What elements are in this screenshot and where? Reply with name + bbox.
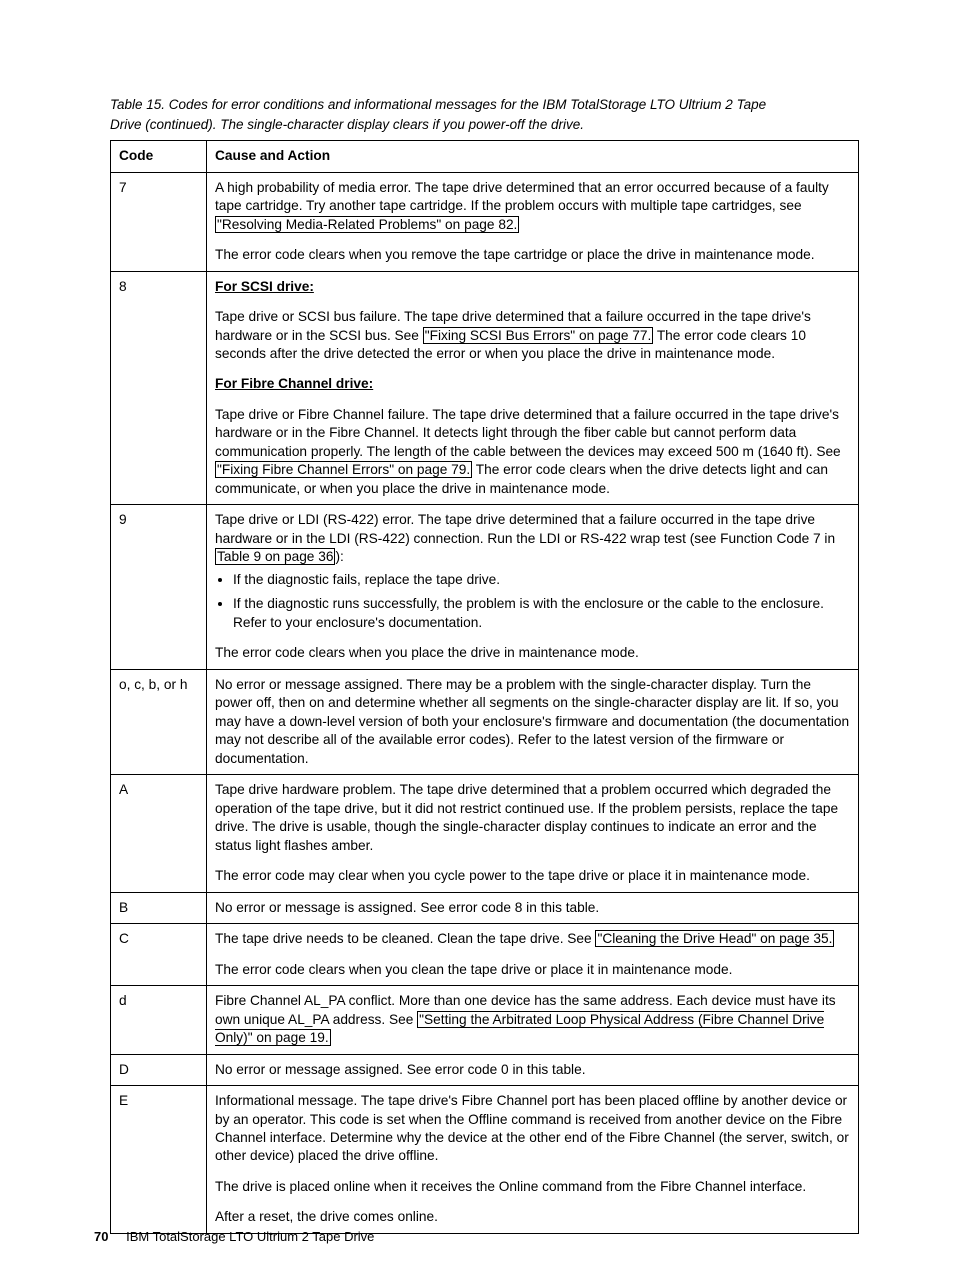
- code-cell: C: [111, 924, 207, 986]
- action-cell: For SCSI drive: Tape drive or SCSI bus f…: [207, 271, 859, 505]
- code-cell: d: [111, 986, 207, 1054]
- code-cell: 8: [111, 271, 207, 505]
- body-text: The error code clears when you place the…: [215, 644, 850, 662]
- code-cell: 7: [111, 172, 207, 271]
- body-text: ):: [335, 549, 343, 564]
- body-text: The error code clears when you clean the…: [215, 961, 850, 979]
- action-cell: Tape drive or LDI (RS-422) error. The ta…: [207, 505, 859, 669]
- table-row: D No error or message assigned. See erro…: [111, 1054, 859, 1085]
- error-codes-table: Code Cause and Action 7 A high probabili…: [110, 140, 859, 1234]
- caption-line-1: Table 15. Codes for error conditions and…: [110, 97, 766, 112]
- document-page: Table 15. Codes for error conditions and…: [0, 0, 954, 1274]
- action-cell: Tape drive hardware problem. The tape dr…: [207, 775, 859, 892]
- body-text: The tape drive needs to be cleaned. Clea…: [215, 931, 595, 946]
- table-row: 9 Tape drive or LDI (RS-422) error. The …: [111, 505, 859, 669]
- list-item: If the diagnostic runs successfully, the…: [233, 595, 850, 632]
- body-text: No error or message assigned. See error …: [215, 1061, 850, 1079]
- body-text: Tape drive hardware problem. The tape dr…: [215, 781, 850, 855]
- table-row: 8 For SCSI drive: Tape drive or SCSI bus…: [111, 271, 859, 505]
- page-number: 70: [94, 1229, 108, 1244]
- xref-link[interactable]: "Fixing SCSI Bus Errors" on page 77.: [423, 327, 654, 344]
- table-row: C The tape drive needs to be cleaned. Cl…: [111, 924, 859, 986]
- table-row: d Fibre Channel AL_PA conflict. More tha…: [111, 986, 859, 1054]
- action-cell: No error or message is assigned. See err…: [207, 892, 859, 923]
- caption-line-2: Drive (continued). The single-character …: [110, 117, 584, 132]
- action-cell: A high probability of media error. The t…: [207, 172, 859, 271]
- body-text: After a reset, the drive comes online.: [215, 1208, 850, 1226]
- body-text: The drive is placed online when it recei…: [215, 1178, 850, 1196]
- code-cell: B: [111, 892, 207, 923]
- body-text: The error code clears when you remove th…: [215, 246, 850, 264]
- footer-text: IBM TotalStorage LTO Ultrium 2 Tape Driv…: [126, 1229, 374, 1244]
- action-cell: Informational message. The tape drive's …: [207, 1086, 859, 1234]
- table-row: o, c, b, or h No error or message assign…: [111, 669, 859, 774]
- action-cell: Fibre Channel AL_PA conflict. More than …: [207, 986, 859, 1054]
- code-cell: D: [111, 1054, 207, 1085]
- table-row: E Informational message. The tape drive'…: [111, 1086, 859, 1234]
- xref-link[interactable]: "Resolving Media-Related Problems" on pa…: [215, 216, 519, 233]
- body-text: A high probability of media error. The t…: [215, 180, 829, 213]
- xref-link[interactable]: "Fixing Fibre Channel Errors" on page 79…: [215, 461, 472, 478]
- page-footer: 70 IBM TotalStorage LTO Ultrium 2 Tape D…: [94, 1229, 374, 1244]
- table-header-row: Code Cause and Action: [111, 141, 859, 172]
- table-row: 7 A high probability of media error. The…: [111, 172, 859, 271]
- list-item: If the diagnostic fails, replace the tap…: [233, 571, 850, 589]
- col-header-action: Cause and Action: [207, 141, 859, 172]
- col-header-code: Code: [111, 141, 207, 172]
- body-text: Informational message. The tape drive's …: [215, 1092, 850, 1166]
- xref-link[interactable]: "Cleaning the Drive Head" on page 35.: [595, 930, 834, 947]
- table-caption: Table 15. Codes for error conditions and…: [110, 95, 859, 134]
- table-row: B No error or message is assigned. See e…: [111, 892, 859, 923]
- body-text: Tape drive or LDI (RS-422) error. The ta…: [215, 512, 835, 545]
- code-cell: o, c, b, or h: [111, 669, 207, 774]
- code-cell: E: [111, 1086, 207, 1234]
- section-head: For SCSI drive:: [215, 278, 850, 296]
- action-cell: No error or message assigned. There may …: [207, 669, 859, 774]
- xref-link[interactable]: Table 9 on page 36: [215, 548, 335, 565]
- body-text: No error or message is assigned. See err…: [215, 899, 850, 917]
- body-text: No error or message assigned. There may …: [215, 676, 850, 768]
- body-text: Tape drive or Fibre Channel failure. The…: [215, 407, 841, 459]
- code-cell: 9: [111, 505, 207, 669]
- bullet-list: If the diagnostic fails, replace the tap…: [215, 571, 850, 632]
- action-cell: No error or message assigned. See error …: [207, 1054, 859, 1085]
- body-text: The error code may clear when you cycle …: [215, 867, 850, 885]
- action-cell: The tape drive needs to be cleaned. Clea…: [207, 924, 859, 986]
- section-head: For Fibre Channel drive:: [215, 375, 850, 393]
- table-row: A Tape drive hardware problem. The tape …: [111, 775, 859, 892]
- code-cell: A: [111, 775, 207, 892]
